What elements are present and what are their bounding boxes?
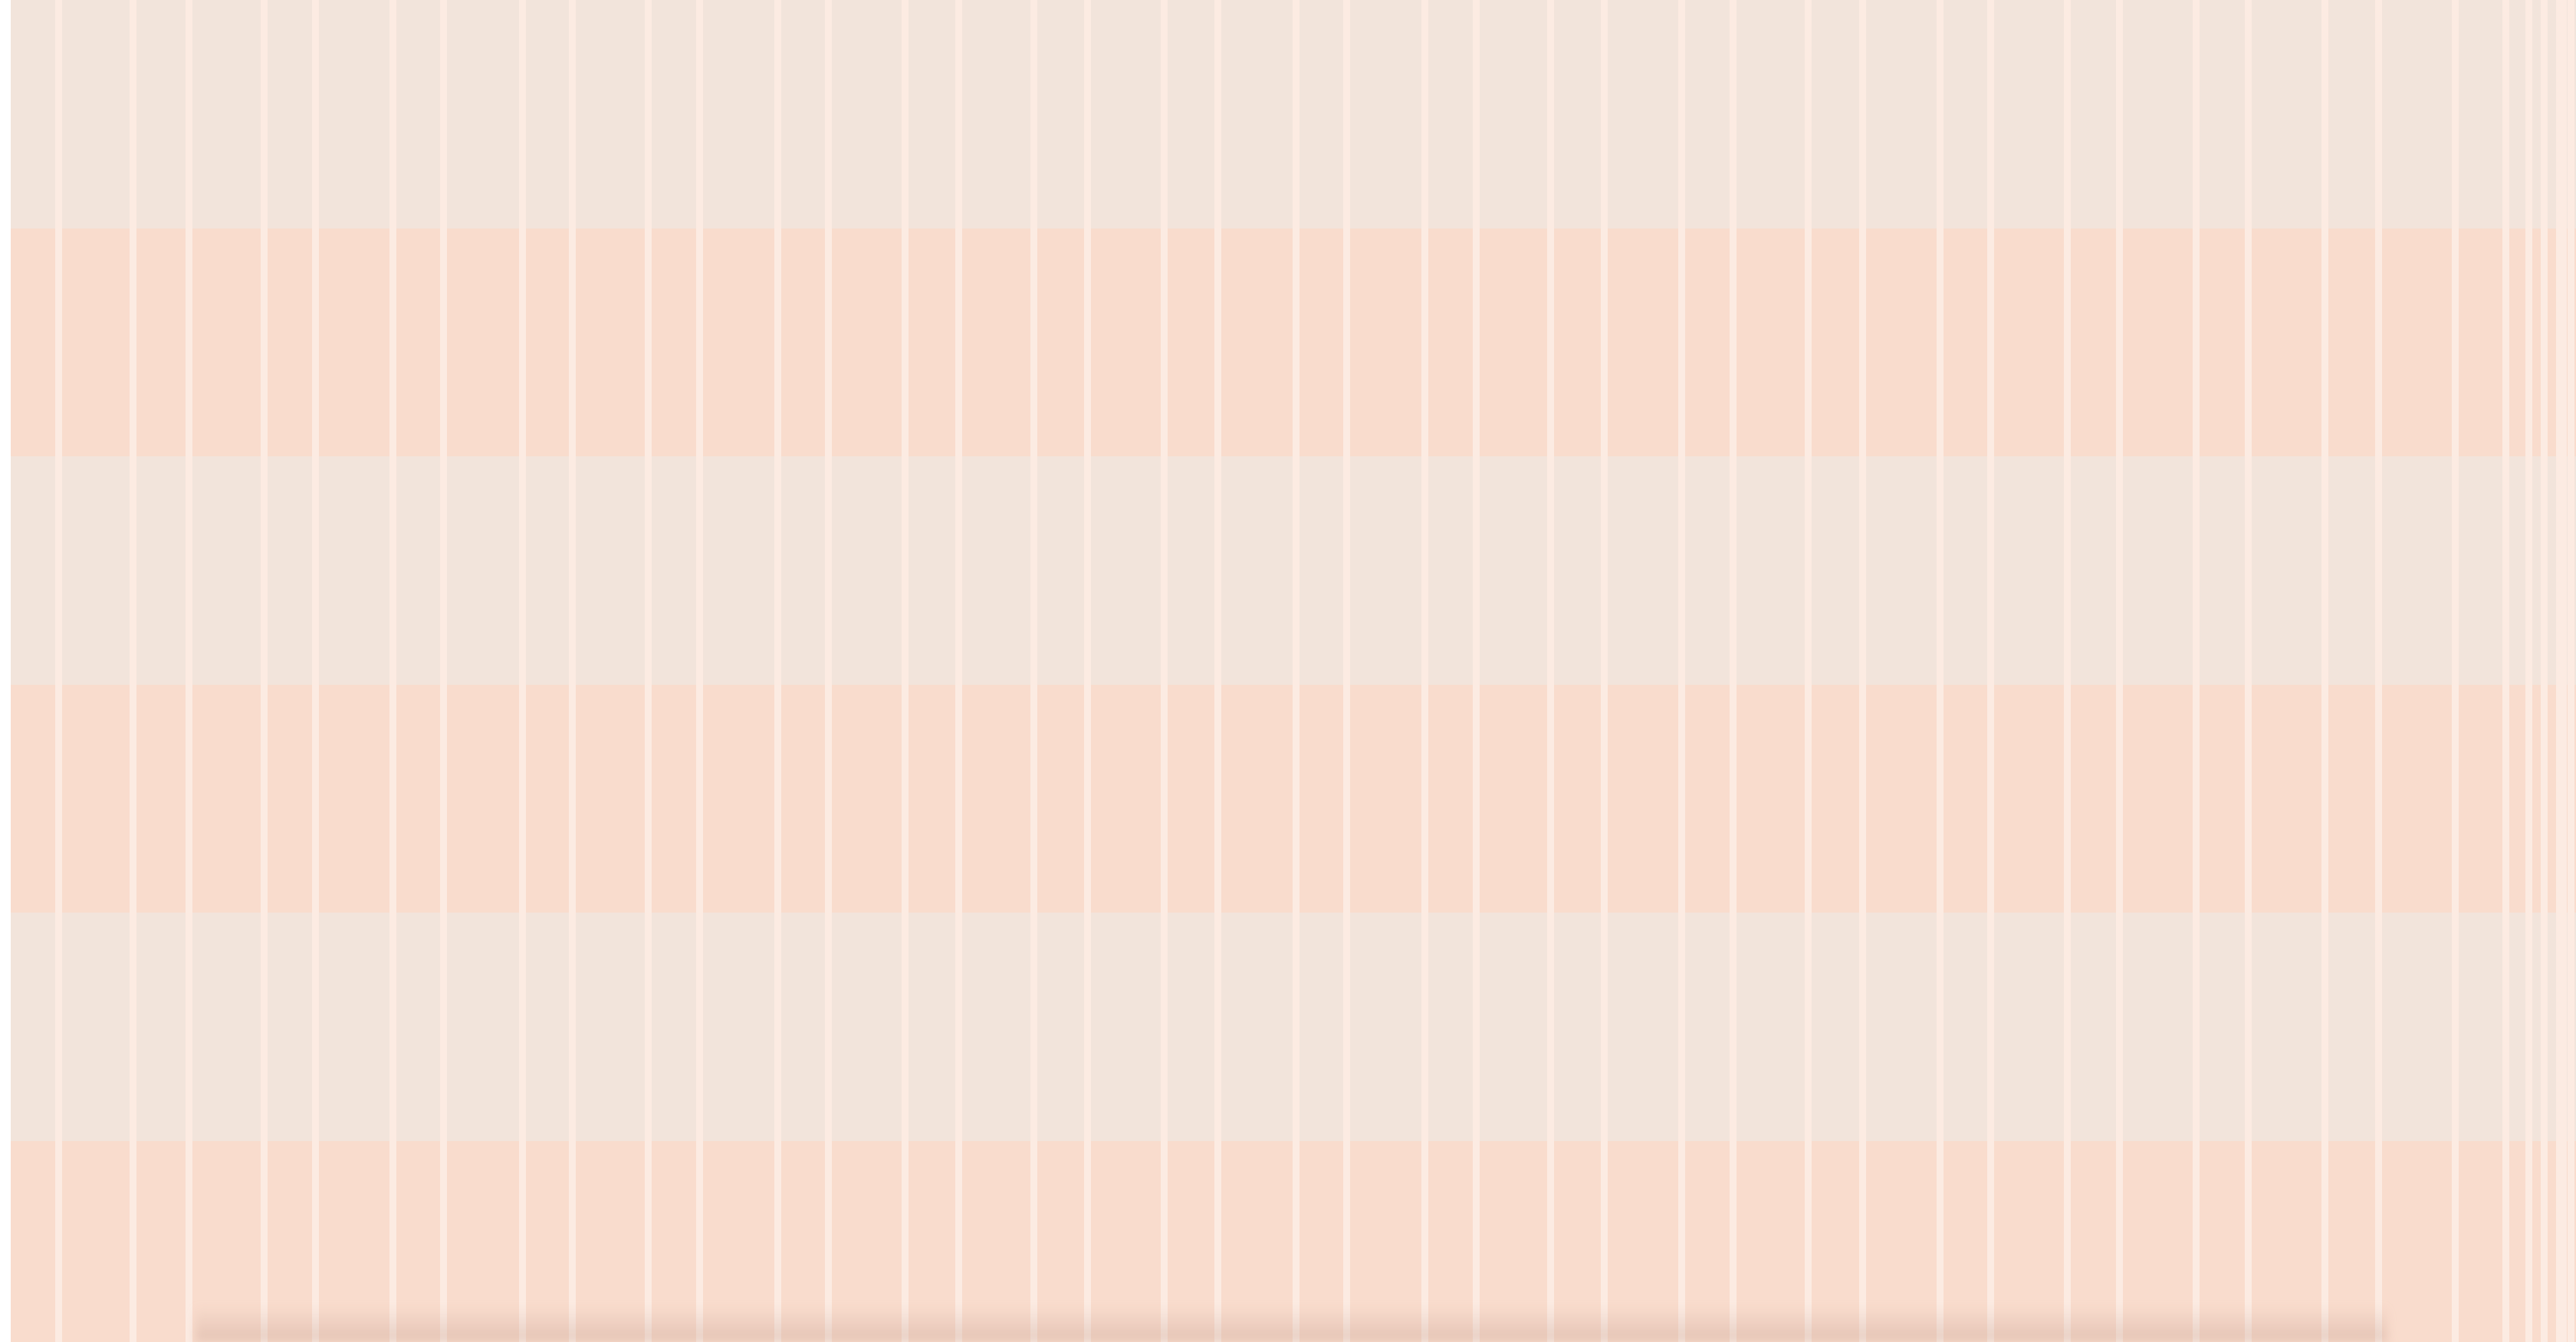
band-peach: [11, 229, 2576, 456]
band-light: [11, 0, 2576, 229]
band-light: [11, 913, 2576, 1141]
band-peach: [11, 685, 2576, 913]
band-light: [11, 456, 2576, 685]
band-peach: [11, 1141, 2576, 1342]
horizontal-bands: [11, 0, 2576, 1342]
striped-background-canvas: [11, 0, 2576, 1342]
